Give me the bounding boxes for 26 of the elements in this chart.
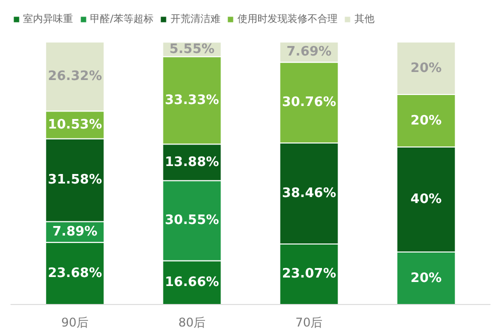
x-tick-label: 80后	[178, 316, 206, 330]
data-label: 13.88%	[164, 154, 220, 170]
data-label: 30.76%	[282, 95, 336, 110]
x-tick-label: 70后	[295, 316, 323, 330]
data-label: 40%	[410, 192, 442, 207]
data-label: 31.58%	[48, 172, 102, 188]
data-label: 23.68%	[48, 266, 102, 281]
data-label: 20%	[410, 60, 442, 76]
data-label: 5.55%	[169, 42, 215, 57]
legend-label: 使用时发现装修不合理	[237, 12, 338, 26]
data-label: 7.69%	[286, 44, 332, 60]
data-label: 30.55%	[164, 213, 220, 228]
data-label: 16.66%	[164, 275, 220, 290]
data-label: 20%	[410, 113, 442, 128]
legend-label: 室内异味重	[23, 12, 73, 26]
data-label: 33.33%	[164, 92, 220, 108]
legend-label: 开荒清洁难	[170, 12, 220, 26]
data-label: 38.46%	[282, 186, 336, 201]
legend-label: 甲醛/苯等超标	[90, 12, 154, 26]
data-label: 7.89%	[52, 224, 98, 240]
legend-label: 其他	[354, 12, 374, 26]
data-label: 23.07%	[282, 266, 336, 282]
data-label: 20%	[410, 270, 442, 286]
data-label: 26.32%	[48, 69, 102, 84]
x-tick-label: 90后	[61, 316, 89, 330]
data-label: 10.53%	[48, 117, 102, 132]
